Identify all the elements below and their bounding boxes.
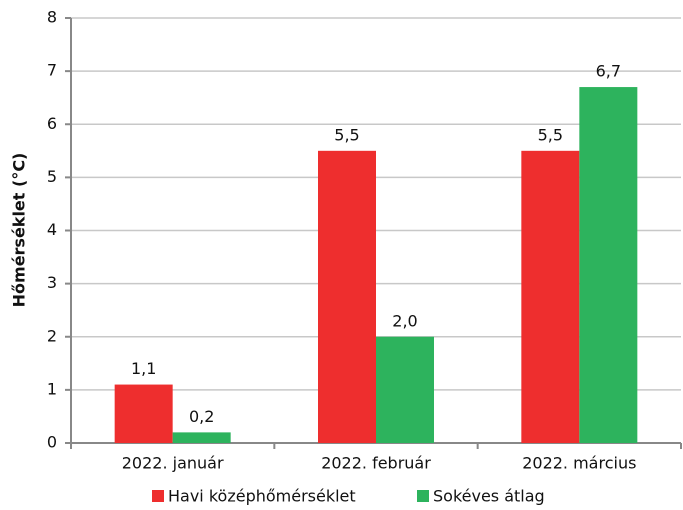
legend-label: Havi középhőmérséklet <box>168 487 356 506</box>
y-tick-label: 1 <box>47 379 57 398</box>
y-tick-label: 0 <box>47 433 57 452</box>
legend-swatch <box>152 490 164 502</box>
bar <box>172 432 231 443</box>
value-label: 5,5 <box>334 125 359 144</box>
value-label: 6,7 <box>596 62 621 81</box>
value-label: 1,1 <box>131 359 156 378</box>
y-tick-label: 2 <box>47 326 57 345</box>
y-tick-label: 7 <box>47 61 57 80</box>
value-label: 2,0 <box>392 311 417 330</box>
y-tick-label: 8 <box>47 8 57 27</box>
y-tick-label: 6 <box>47 114 57 133</box>
value-label: 5,5 <box>538 125 563 144</box>
x-tick-label: 2022. február <box>321 454 431 473</box>
value-label: 0,2 <box>189 407 214 426</box>
bar <box>318 150 376 443</box>
bar <box>114 384 173 443</box>
y-axis-label: Hőmérséklet (°C) <box>10 153 29 308</box>
y-tick-label: 4 <box>47 220 57 239</box>
legend-label: Sokéves átlag <box>433 487 545 506</box>
bar <box>521 150 580 443</box>
y-tick-label: 3 <box>47 273 57 292</box>
x-tick-label: 2022. március <box>522 454 636 473</box>
legend-swatch <box>417 490 429 502</box>
bar <box>376 336 434 443</box>
x-tick-label: 2022. január <box>122 454 224 473</box>
y-tick-label: 5 <box>47 167 57 186</box>
bar <box>579 87 638 443</box>
